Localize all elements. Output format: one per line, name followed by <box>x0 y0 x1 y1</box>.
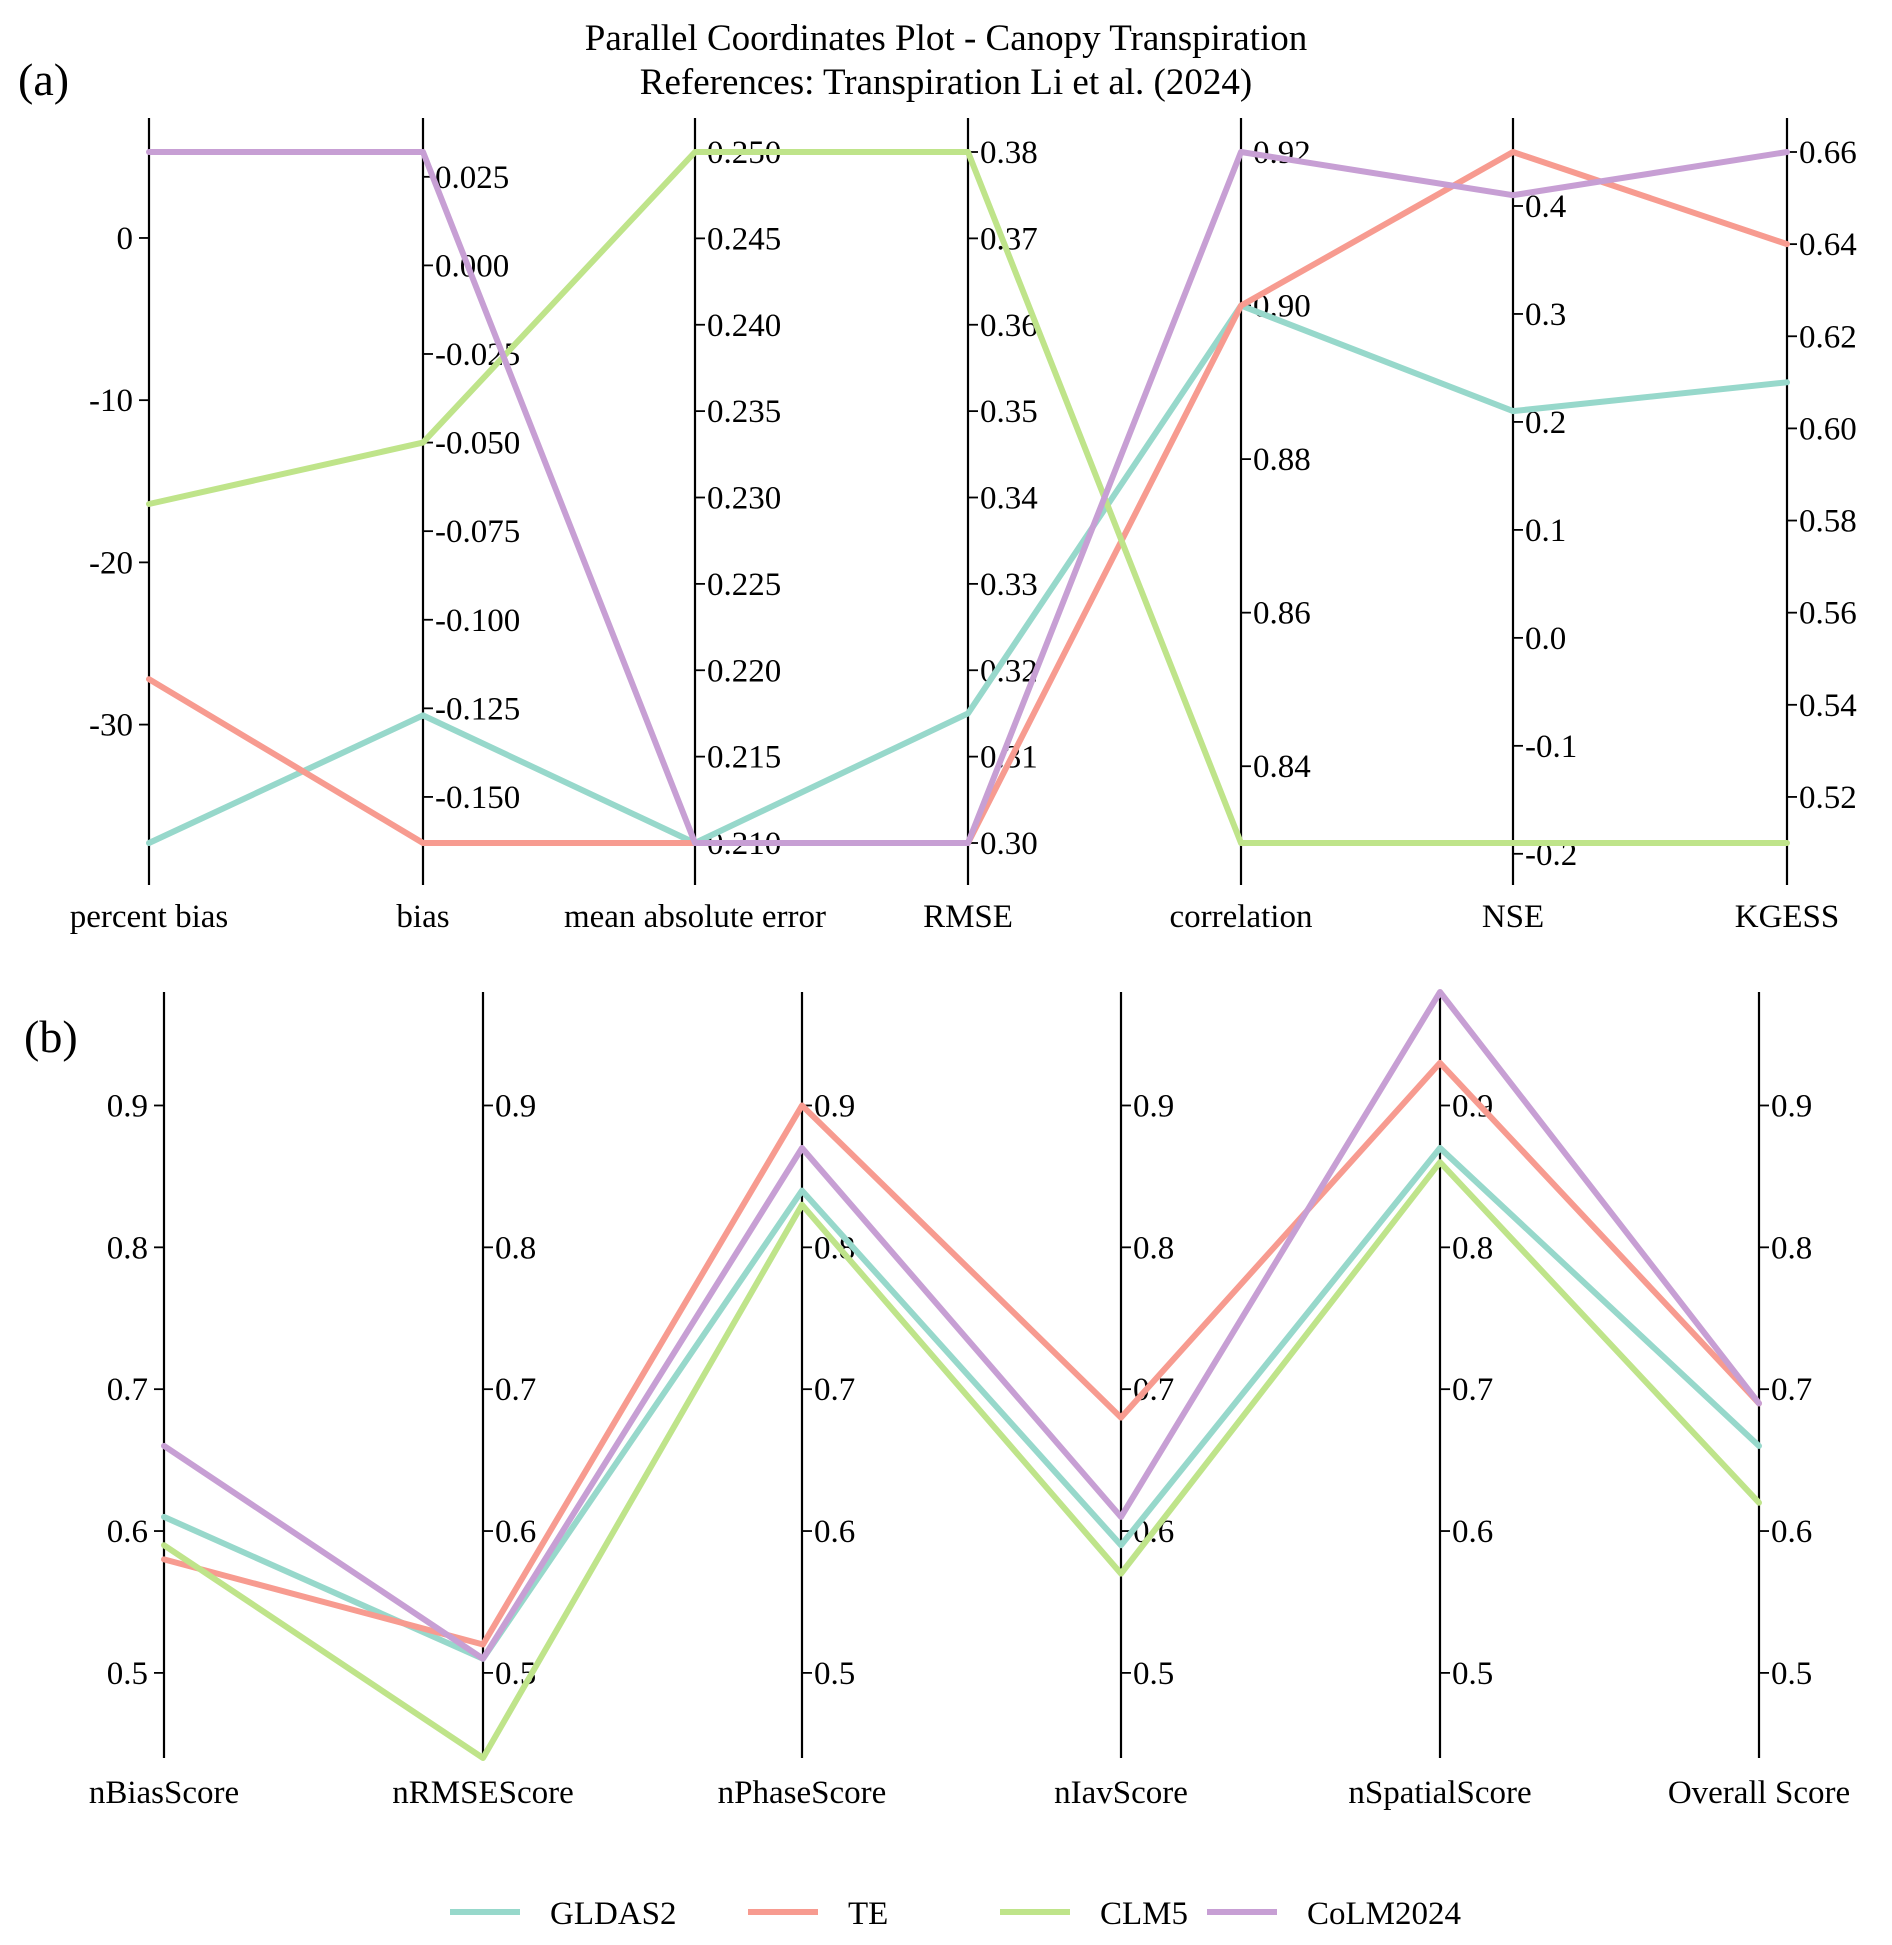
series-line-gldas2-b <box>161 1145 1762 1662</box>
tick-label: 0.235 <box>707 394 781 430</box>
tick-label: -0.075 <box>435 514 520 550</box>
tick-label: 0.5 <box>1133 1656 1174 1692</box>
tick-label: 0.33 <box>980 567 1038 603</box>
tick-label: 0 <box>117 221 134 257</box>
axis-label-niavscore: nIavScore <box>1054 1775 1188 1811</box>
tick-label: -0.100 <box>435 603 520 639</box>
tick-label: 0.7 <box>1452 1372 1493 1408</box>
series-line-gldas2-a <box>146 302 1790 846</box>
tick-label: 0.84 <box>1253 749 1311 785</box>
tick-label: -10 <box>89 383 133 419</box>
tick-label: 0.230 <box>707 481 781 517</box>
axis-label-rmse: RMSE <box>923 899 1013 935</box>
tick-label: 0.215 <box>707 740 781 776</box>
tick-label: 0.8 <box>495 1230 536 1266</box>
tick-label: 0.225 <box>707 567 781 603</box>
tick-label: 0.8 <box>1452 1230 1493 1266</box>
tick-label: 0.9 <box>1133 1088 1174 1124</box>
tick-label: 0.5 <box>814 1656 855 1692</box>
tick-label: 0.52 <box>1799 780 1857 816</box>
tick-label: 0.0 <box>1525 621 1566 657</box>
series-line-colm2024-b <box>161 989 1762 1662</box>
tick-label: 0.220 <box>707 653 781 689</box>
legend: GLDAS2 TE CLM5 CoLM2024 <box>450 1896 1461 1932</box>
tick-label: -30 <box>89 708 133 744</box>
tick-label: 0.60 <box>1799 411 1857 447</box>
chart-subtitle: References: Transpiration Li et al. (202… <box>640 62 1252 103</box>
panel-a-label: (a) <box>18 54 69 105</box>
axis-label-nrmsescore: nRMSEScore <box>392 1775 574 1811</box>
legend-label-clm5: CLM5 <box>1100 1896 1188 1932</box>
tick-label: -0.125 <box>435 691 520 727</box>
tick-label: 0.9 <box>495 1088 536 1124</box>
tick-label: 0.9 <box>107 1088 148 1124</box>
axis-label-nse: NSE <box>1482 899 1544 935</box>
tick-label: 0.54 <box>1799 688 1857 724</box>
tick-label: -0.1 <box>1525 729 1577 765</box>
tick-label: 0.240 <box>707 308 781 344</box>
tick-label: 0.7 <box>1771 1372 1812 1408</box>
tick-label: 0.1 <box>1525 513 1566 549</box>
axis-label-percent-bias: percent bias <box>70 899 229 935</box>
tick-label: 0.38 <box>980 135 1038 171</box>
series-line-te-b <box>161 1059 1762 1648</box>
tick-label: 0.86 <box>1253 596 1311 632</box>
axis-label-kgess: KGESS <box>1735 899 1840 935</box>
legend-label-colm2024: CoLM2024 <box>1307 1896 1461 1932</box>
tick-label: 0.5 <box>1771 1656 1812 1692</box>
tick-label: 0.35 <box>980 394 1038 430</box>
tick-label: 0.7 <box>495 1372 536 1408</box>
tick-label: 0.025 <box>435 160 509 196</box>
tick-label: 0.58 <box>1799 504 1857 540</box>
series-line-clm5-b <box>161 1159 1762 1761</box>
panel-b-label: (b) <box>24 1011 78 1062</box>
tick-label: 0.7 <box>814 1372 855 1408</box>
tick-label: 0.5 <box>1452 1656 1493 1692</box>
legend-label-gldas2: GLDAS2 <box>550 1896 677 1932</box>
series-line-colm2024-a <box>146 149 1790 846</box>
tick-label: 0.66 <box>1799 135 1857 171</box>
tick-label: -0.050 <box>435 426 520 462</box>
tick-label: 0.6 <box>107 1514 148 1550</box>
tick-label: -0.150 <box>435 780 520 816</box>
series-line-clm5-a <box>146 149 1790 846</box>
tick-label: -20 <box>89 545 133 581</box>
tick-label: 0.7 <box>107 1372 148 1408</box>
chart-title: Parallel Coordinates Plot - Canopy Trans… <box>585 18 1307 59</box>
axis-label-nphasescore: nPhaseScore <box>718 1775 887 1811</box>
panel-b: 0.9 0.8 0.7 0.6 0.5 nBiasScore 0.9 0.8 0.7 0.6 0.5… <box>89 989 1850 1811</box>
tick-label: 0.6 <box>1452 1514 1493 1550</box>
tick-label: 0.88 <box>1253 442 1311 478</box>
tick-label: 0.36 <box>980 308 1038 344</box>
axis-label-correlation: correlation <box>1170 899 1313 935</box>
axis-label-nspatialscore: nSpatialScore <box>1348 1775 1531 1811</box>
axis-label-bias: bias <box>396 899 449 935</box>
tick-label: 0.34 <box>980 481 1038 517</box>
legend-label-te: TE <box>848 1896 888 1932</box>
tick-label: 0.8 <box>1133 1230 1174 1266</box>
axis-label-nbiasscore: nBiasScore <box>89 1775 239 1811</box>
tick-label: 0.6 <box>495 1514 536 1550</box>
tick-label: 0.245 <box>707 221 781 257</box>
tick-label: 0.62 <box>1799 319 1857 355</box>
axis-label-mean-absolute-error: mean absolute error <box>564 899 826 935</box>
tick-label: 0.5 <box>107 1656 148 1692</box>
tick-label: 0.64 <box>1799 227 1857 263</box>
tick-label: 0.6 <box>814 1514 855 1550</box>
tick-label: 0.6 <box>1771 1514 1812 1550</box>
tick-label: 0.9 <box>814 1088 855 1124</box>
axis-label-overall-score: Overall Score <box>1668 1775 1850 1811</box>
tick-label: 0.9 <box>1771 1088 1812 1124</box>
tick-label: 0.8 <box>1771 1230 1812 1266</box>
tick-label: 0.8 <box>107 1230 148 1266</box>
tick-label: 0.30 <box>980 826 1038 862</box>
tick-label: 0.56 <box>1799 596 1857 632</box>
tick-label: 0.3 <box>1525 297 1566 333</box>
